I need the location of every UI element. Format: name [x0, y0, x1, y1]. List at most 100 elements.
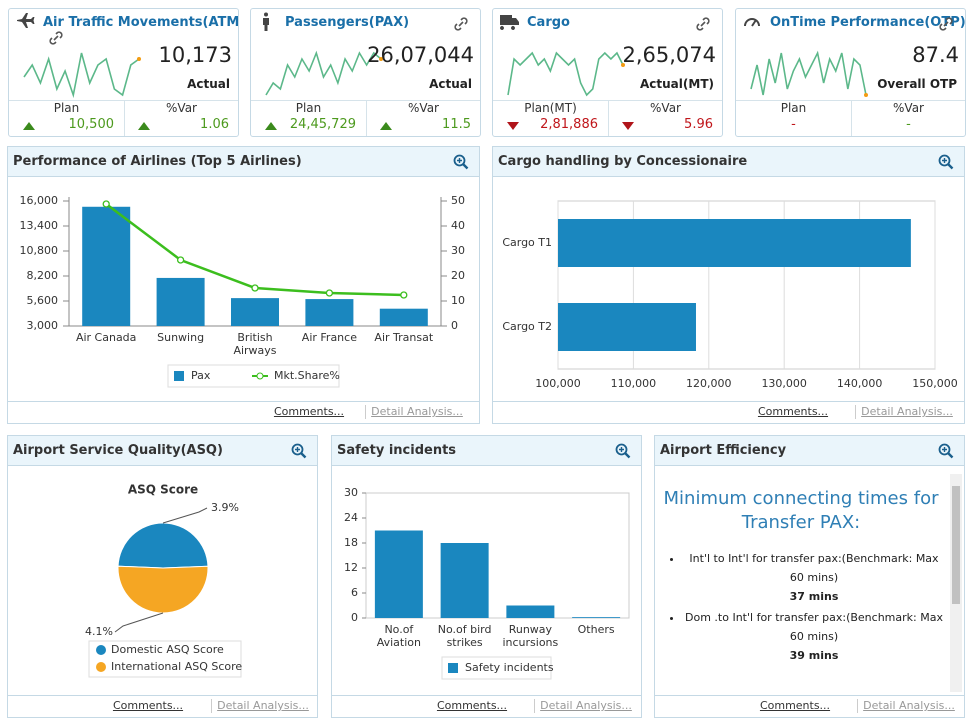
- zoom-button[interactable]: [453, 154, 469, 170]
- panel-header: Safety incidents: [332, 436, 641, 466]
- pie-slice: [117, 522, 209, 569]
- y-tick-label: 10,800: [20, 244, 59, 257]
- comments-link[interactable]: Comments...: [273, 405, 345, 418]
- plot-area: [365, 492, 630, 619]
- panel-title: Cargo handling by Concessionaire: [498, 154, 748, 169]
- zoom-button[interactable]: [291, 443, 307, 459]
- y-tick-label: 18: [344, 536, 358, 549]
- zoom-lens: [291, 443, 304, 456]
- panel-footer: Comments... Detail Analysis...: [332, 695, 641, 717]
- x-tick-label: British Airways: [233, 331, 277, 357]
- zoom-lens: [615, 443, 628, 456]
- link-icon[interactable]: [49, 31, 63, 45]
- kpi-plan-label: Plan: [780, 101, 807, 115]
- efficiency-list: Int'l to Int'l for transfer pax:(Benchma…: [655, 549, 947, 665]
- zoom-handle: [300, 452, 307, 459]
- kpi-value-label: Actual: [187, 77, 230, 91]
- panel-title: Airport Efficiency: [660, 443, 787, 458]
- kpi-plan-label: Plan: [295, 101, 322, 115]
- legend-box: [88, 640, 242, 678]
- y-tick-label: Cargo T1: [502, 236, 552, 249]
- footer-separator: [855, 405, 856, 419]
- kpi-divider: [9, 100, 238, 101]
- panel-header: Airport Service Quality(ASQ): [8, 436, 317, 466]
- kpi-plan: -: [791, 117, 796, 132]
- kpi-var: 5.96: [684, 117, 713, 132]
- pie-leader: [114, 612, 164, 633]
- detail-link[interactable]: Detail Analysis...: [861, 405, 953, 418]
- x-tick-label: 150,000: [912, 377, 958, 390]
- kpi-plan-label: Plan(MT): [524, 101, 577, 115]
- kpi-plan: 2,81,886: [540, 117, 598, 132]
- sparkline: [265, 50, 383, 96]
- panel: 0 6 12 18 24 30 Safety incidents Safety inciden…: [331, 435, 642, 718]
- zoom-button[interactable]: [938, 443, 954, 459]
- zoom-plus: [942, 447, 947, 452]
- sparkline-line: [265, 50, 382, 96]
- scrollbar-thumb[interactable]: [952, 486, 960, 604]
- kpi-icon: [263, 12, 269, 31]
- bar: [156, 277, 205, 326]
- bar: [558, 303, 696, 351]
- legend-swatch: [448, 663, 458, 673]
- efficiency-heading: Minimum connecting times for Transfer PA…: [663, 488, 939, 533]
- share-point: [325, 289, 334, 297]
- panel-footer: Comments... Detail Analysis...: [8, 695, 317, 717]
- x-tick-label: Others: [577, 623, 615, 636]
- zoom-button[interactable]: [615, 443, 631, 459]
- legend-label: International ASQ Score: [111, 660, 242, 673]
- sparkline: [507, 51, 625, 97]
- comments-link[interactable]: Comments...: [112, 699, 184, 712]
- kpi-card: Air Traffic Movements(ATM) 10,173 Actual Pl…: [8, 8, 239, 137]
- panel-header: Airport Efficiency: [655, 436, 964, 466]
- panel-footer: Comments... Detail Analysis...: [493, 401, 964, 423]
- legend-swatch: [96, 662, 106, 672]
- y-tick-label: 30: [344, 486, 358, 499]
- efficiency-item-text: Int'l to Int'l for transfer pax:(Benchma…: [689, 552, 939, 584]
- kpi-arrow-shape: [23, 122, 35, 130]
- kpi-icon-shape: [263, 12, 269, 31]
- sparkline-line: [750, 50, 867, 96]
- kpi-divider: [736, 100, 965, 101]
- sparkline: [23, 52, 141, 99]
- comments-link[interactable]: Comments...: [757, 405, 829, 418]
- comments-link[interactable]: Comments...: [759, 699, 831, 712]
- y-tick-label: 0: [351, 611, 358, 624]
- kpi-value-label: Actual: [429, 77, 472, 91]
- sparkline: [750, 50, 868, 97]
- zoom-button[interactable]: [938, 154, 954, 170]
- panel-title: Airport Service Quality(ASQ): [13, 443, 223, 458]
- kpi-title: Air Traffic Movements(ATM): [43, 15, 239, 30]
- kpi-title: OnTime Performance(OTP): [770, 15, 966, 30]
- zoom-lens: [938, 443, 951, 456]
- legend-label: Safety incidents: [465, 661, 554, 674]
- y2-tick-label: 10: [451, 294, 465, 307]
- panel: 100,000 110,000 120,000 130,000 140,000 150,0…: [492, 146, 965, 424]
- comments-link[interactable]: Comments...: [436, 699, 508, 712]
- legend-label: Pax: [191, 369, 211, 382]
- detail-link[interactable]: Detail Analysis...: [540, 699, 632, 712]
- legend-label: Mkt.Share%: [274, 369, 340, 382]
- detail-link[interactable]: Detail Analysis...: [217, 699, 309, 712]
- pie-title: ASQ Score: [128, 483, 198, 497]
- link-icon[interactable]: [696, 17, 710, 31]
- detail-link[interactable]: Detail Analysis...: [863, 699, 955, 712]
- y2-tick-label: 30: [451, 244, 465, 257]
- bar: [572, 617, 621, 618]
- pie-slice: [117, 565, 209, 614]
- kpi-var-label: %Var: [408, 101, 439, 115]
- efficiency-item-text: Dom .to Int'l for transfer pax:(Benchmar…: [685, 611, 943, 643]
- sparkline-end: [137, 57, 141, 61]
- kpi-var-label: %Var: [650, 101, 681, 115]
- link-icon[interactable]: [454, 17, 468, 31]
- detail-link[interactable]: Detail Analysis...: [371, 405, 463, 418]
- y-tick-label: 5,600: [27, 294, 59, 307]
- legend-label: Domestic ASQ Score: [111, 643, 224, 656]
- x-tick-label: Sunwing: [157, 331, 205, 344]
- kpi-arrow: [380, 122, 392, 130]
- link-icon[interactable]: [939, 17, 953, 31]
- kpi-arrow: [23, 122, 35, 130]
- link-icon-shape: [454, 17, 468, 31]
- footer-separator: [211, 699, 212, 713]
